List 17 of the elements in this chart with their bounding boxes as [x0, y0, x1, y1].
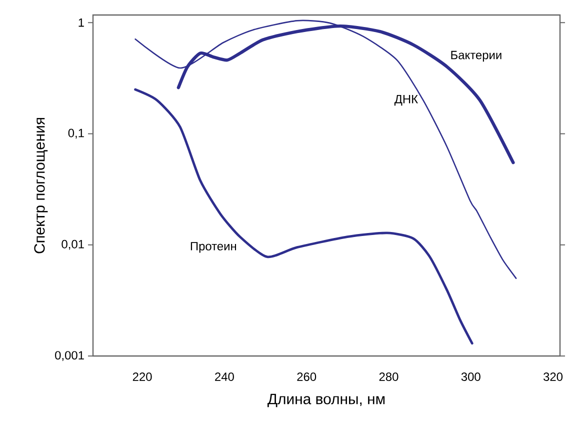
- y-tick-label: 0,01: [62, 240, 84, 250]
- y-tick-label: 1: [78, 18, 84, 27]
- y-tick-label: 0,1: [68, 128, 84, 139]
- y-axis-title: Спектр поглощения: [34, 118, 48, 254]
- x-tick-label: 320: [544, 372, 563, 381]
- series-label: ДНК: [394, 94, 418, 106]
- line-series: [134, 20, 517, 279]
- x-tick-label: 300: [461, 372, 480, 381]
- x-tick-label: 220: [132, 372, 152, 381]
- x-tick-label: 240: [215, 372, 234, 381]
- series-label: Протеин: [190, 242, 236, 253]
- series-label: Бактерии: [451, 50, 502, 62]
- y-tick-label: 0,001: [55, 351, 84, 361]
- x-axis-title: Длина волны, нм: [268, 394, 385, 408]
- line-series: [134, 88, 474, 345]
- x-tick-label: 280: [379, 372, 398, 381]
- x-tick-label: 260: [297, 372, 316, 381]
